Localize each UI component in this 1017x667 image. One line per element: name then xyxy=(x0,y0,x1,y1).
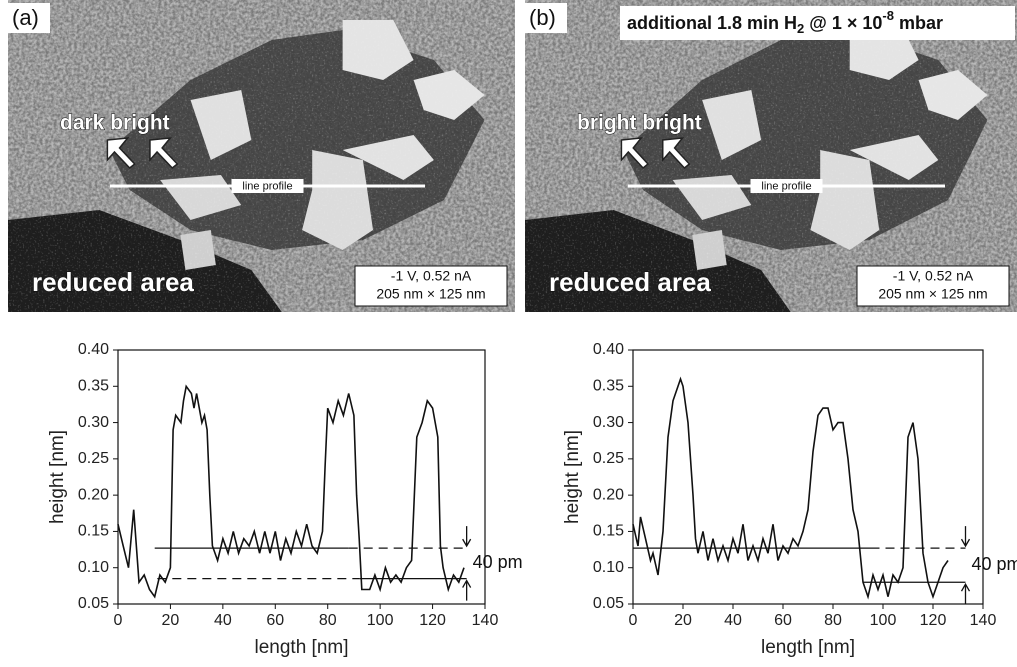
title-part: 2 xyxy=(797,21,804,36)
y-tick-label: 0.40 xyxy=(78,341,109,358)
profile-label: line profile xyxy=(242,180,292,192)
plot-frame xyxy=(633,350,983,604)
y-tick-label: 0.10 xyxy=(78,559,109,576)
y-tick-label: 0.15 xyxy=(78,523,109,540)
stm-image: (a) dark bright line profile reduced area -1… xyxy=(8,0,515,312)
x-axis-label: length [nm] xyxy=(761,637,855,658)
x-tick-label: 60 xyxy=(774,612,792,629)
scan-params: -1 V, 0.52 nA xyxy=(391,268,472,284)
annotation-arrow xyxy=(962,584,970,604)
y-tick-label: 0.35 xyxy=(78,378,109,395)
x-tick-label: 40 xyxy=(214,612,232,629)
y-tick-label: 0.20 xyxy=(78,486,109,503)
x-axis-label: length [nm] xyxy=(255,637,349,658)
scan-params: -1 V, 0.52 nA xyxy=(893,268,974,284)
y-axis-label: height [nm] xyxy=(47,430,68,524)
area-label: reduced area xyxy=(549,267,711,297)
x-tick-label: 120 xyxy=(419,612,446,629)
profile-line xyxy=(633,379,948,597)
stm-texture xyxy=(525,0,1017,312)
profile-line xyxy=(118,386,464,596)
annotation-arrow xyxy=(463,526,471,546)
charts: 0 20 40 60 80 100 120 140 0.05 0.10 0.15 0.20 0.25 0.… xyxy=(47,341,1017,658)
panel-title: additional 1.8 min H2 @ 1 × 10-8 mbar xyxy=(627,8,943,36)
y-tick-label: 0.30 xyxy=(78,414,109,431)
x-tick-label: 100 xyxy=(870,612,897,629)
x-tick-label: 20 xyxy=(674,612,692,629)
panel-label: (a) xyxy=(12,5,39,30)
chart: 0 20 40 60 80 100 120 140 0.05 0.10 0.15 0.20 0.25 0.… xyxy=(47,341,523,658)
y-tick-label: 0.10 xyxy=(593,559,624,576)
title-part: additional 1.8 min H xyxy=(627,13,797,33)
x-tick-label: 40 xyxy=(724,612,742,629)
title-part: mbar xyxy=(894,13,943,33)
y-tick-label: 0.30 xyxy=(593,414,624,431)
y-tick-label: 0.05 xyxy=(78,595,109,612)
x-tick-label: 0 xyxy=(629,612,638,629)
x-tick-label: 80 xyxy=(319,612,337,629)
annotation: 40 pm xyxy=(473,552,523,572)
x-tick-label: 0 xyxy=(114,612,123,629)
profile-label: line profile xyxy=(761,180,811,192)
y-axis-label: height [nm] xyxy=(562,430,583,524)
plot-frame xyxy=(118,350,485,604)
scan-params: 205 nm × 125 nm xyxy=(878,286,987,302)
x-tick-label: 80 xyxy=(824,612,842,629)
x-tick-label: 140 xyxy=(472,612,499,629)
y-tick-label: 0.25 xyxy=(593,450,624,467)
stm-image: (b) bright bright line profile reduced area… xyxy=(525,0,1017,312)
title-part: -8 xyxy=(882,8,894,23)
annotation-arrow xyxy=(962,526,970,546)
y-tick-label: 0.25 xyxy=(78,450,109,467)
stm-panels: (a) dark bright line profile reduced area -1… xyxy=(8,0,1017,312)
y-tick-label: 0.35 xyxy=(593,378,624,395)
x-tick-label: 120 xyxy=(920,612,947,629)
x-tick-label: 100 xyxy=(367,612,394,629)
annotation-arrow xyxy=(463,581,471,601)
y-tick-label: 0.20 xyxy=(593,486,624,503)
stm-texture xyxy=(8,0,515,312)
x-tick-label: 140 xyxy=(970,612,997,629)
y-tick-label: 0.40 xyxy=(593,341,624,358)
scan-params: 205 nm × 125 nm xyxy=(376,286,485,302)
title-part: @ 1 × 10 xyxy=(804,13,882,33)
x-tick-label: 60 xyxy=(266,612,284,629)
area-label: reduced area xyxy=(32,267,194,297)
chart: 0 20 40 60 80 100 120 140 0.05 0.10 0.15 0.20 0.25 0.… xyxy=(562,341,1017,658)
arrow-label: bright bright xyxy=(577,112,702,135)
y-tick-label: 0.15 xyxy=(593,523,624,540)
y-tick-label: 0.05 xyxy=(593,595,624,612)
arrow-label: dark bright xyxy=(60,112,170,135)
panel-label: (b) xyxy=(529,5,556,30)
x-tick-label: 20 xyxy=(162,612,180,629)
annotation: 40 pm xyxy=(972,554,1017,574)
